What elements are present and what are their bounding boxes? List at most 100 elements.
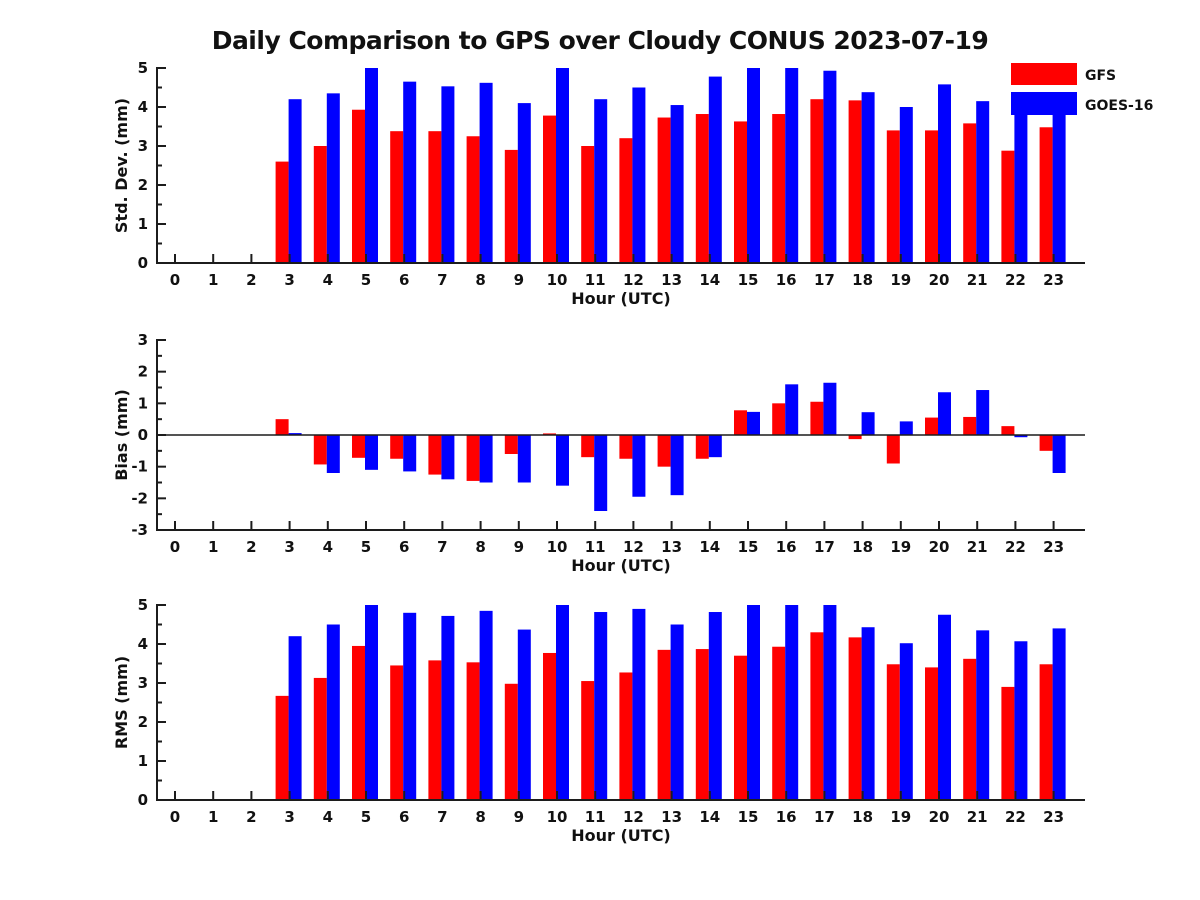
x-tick-label: 20	[929, 271, 950, 289]
bar-gfs-h3	[275, 419, 289, 435]
x-tick-label: 3	[284, 271, 294, 289]
x-tick-label: 9	[514, 808, 524, 826]
bar-goes-16-h16	[785, 68, 799, 263]
x-tick-label: 13	[661, 538, 682, 556]
x-tick-label: 3	[284, 538, 294, 556]
x-tick-label: 7	[437, 808, 447, 826]
x-tick-label: 12	[623, 538, 644, 556]
x-tick-label: 2	[246, 808, 256, 826]
bar-gfs-h7	[428, 660, 442, 800]
bar-gfs-h17	[810, 401, 824, 435]
bar-goes-16-h13	[670, 624, 684, 800]
x-tick-label: 9	[514, 271, 524, 289]
bar-goes-16-h7	[441, 615, 455, 800]
bar-gfs-h18	[848, 435, 862, 440]
y-tick-label: 4	[138, 98, 148, 116]
x-tick-label: 4	[323, 271, 333, 289]
x-tick-label: 0	[170, 271, 180, 289]
x-tick-label: 8	[475, 538, 485, 556]
y-tick-label: -2	[131, 489, 148, 507]
x-tick-label: 6	[399, 271, 409, 289]
bar-goes-16-h21	[976, 101, 990, 264]
bar-gfs-h10	[543, 433, 556, 435]
bar-gfs-h19	[886, 664, 900, 800]
bar-goes-16-h13	[670, 105, 684, 263]
bar-goes-16-h23	[1052, 99, 1066, 263]
x-tick-label: 16	[776, 538, 797, 556]
y-tick-label: -1	[131, 458, 148, 476]
x-tick-label: 15	[738, 271, 759, 289]
bar-goes-16-h12	[632, 435, 646, 497]
bar-goes-16-h18	[861, 412, 875, 435]
bar-goes-16-h14	[708, 76, 722, 263]
y-tick-label: 3	[138, 674, 148, 692]
bar-goes-16-h3	[288, 433, 302, 435]
x-tick-label: 22	[1005, 808, 1026, 826]
bar-goes-16-h11	[594, 612, 608, 800]
bar-gfs-h21	[963, 123, 977, 263]
x-tick-label: 6	[399, 808, 409, 826]
x-axis-label: Hour (UTC)	[571, 556, 671, 575]
bar-goes-16-h17	[823, 605, 837, 800]
y-axis-label: Bias (mm)	[112, 389, 131, 481]
bar-goes-16-h22	[1014, 435, 1028, 438]
bar-goes-16-h17	[823, 70, 837, 263]
bar-goes-16-h23	[1052, 628, 1066, 800]
x-tick-label: 17	[814, 271, 835, 289]
x-tick-label: 10	[547, 538, 568, 556]
bar-goes-16-h6	[403, 612, 417, 800]
bar-goes-16-h4	[326, 624, 340, 800]
bar-gfs-h10	[543, 652, 556, 800]
x-tick-label: 1	[208, 271, 218, 289]
bar-gfs-h10	[543, 115, 556, 263]
x-tick-label: 9	[514, 538, 524, 556]
x-tick-label: 5	[361, 538, 371, 556]
x-tick-label: 17	[814, 808, 835, 826]
bar-gfs-h8	[466, 435, 480, 481]
bar-gfs-h11	[581, 681, 595, 800]
bar-goes-16-h3	[288, 636, 302, 800]
x-tick-label: 0	[170, 538, 180, 556]
x-tick-label: 13	[661, 808, 682, 826]
bar-goes-16-h4	[326, 435, 340, 473]
y-tick-label: 1	[138, 215, 148, 233]
y-tick-label: -3	[131, 521, 148, 539]
bar-goes-16-h5	[365, 68, 378, 263]
x-tick-label: 18	[852, 538, 873, 556]
x-tick-label: 23	[1043, 538, 1064, 556]
y-tick-label: 0	[138, 426, 148, 444]
bar-goes-16-h7	[441, 86, 455, 263]
bar-gfs-h4	[313, 435, 327, 465]
x-tick-label: 11	[585, 808, 606, 826]
y-tick-label: 1	[138, 394, 148, 412]
bar-goes-16-h15	[747, 411, 760, 435]
y-tick-label: 5	[138, 596, 148, 614]
x-tick-label: 10	[547, 271, 568, 289]
bar-goes-16-h14	[708, 435, 722, 458]
x-tick-label: 22	[1005, 538, 1026, 556]
x-tick-label: 8	[475, 271, 485, 289]
bar-gfs-h3	[275, 695, 289, 800]
x-tick-label: 16	[776, 808, 797, 826]
x-tick-label: 14	[699, 271, 720, 289]
bar-goes-16-h12	[632, 87, 646, 263]
bar-goes-16-h20	[938, 392, 951, 435]
bar-goes-16-h17	[823, 382, 837, 435]
bar-gfs-h6	[390, 665, 404, 800]
x-tick-label: 18	[852, 271, 873, 289]
x-tick-label: 19	[890, 538, 911, 556]
bar-gfs-h5	[352, 645, 365, 800]
y-tick-label: 2	[138, 713, 148, 731]
bar-gfs-h11	[581, 146, 595, 263]
bar-goes-16-h18	[861, 92, 875, 264]
x-tick-label: 19	[890, 808, 911, 826]
x-tick-label: 4	[323, 808, 333, 826]
bar-gfs-h23	[1039, 127, 1053, 263]
bar-gfs-h12	[619, 672, 633, 800]
bar-gfs-h4	[313, 677, 327, 800]
x-tick-label: 21	[967, 271, 988, 289]
